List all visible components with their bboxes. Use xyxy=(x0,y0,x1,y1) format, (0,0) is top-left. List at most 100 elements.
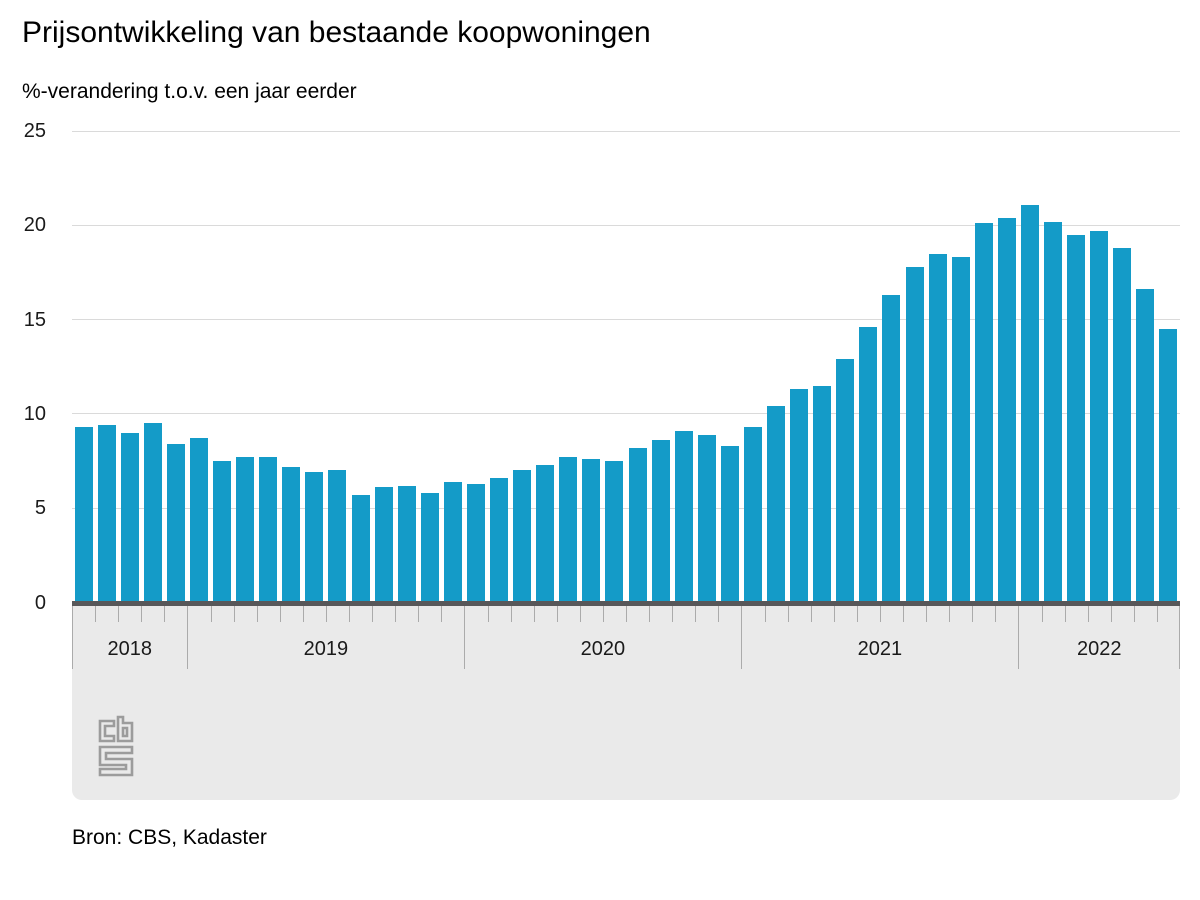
x-axis-band xyxy=(72,605,1180,800)
month-tick xyxy=(418,605,420,622)
month-tick xyxy=(626,605,627,622)
bar xyxy=(120,432,139,603)
year-label: 2018 xyxy=(107,638,152,660)
bar xyxy=(213,461,232,603)
bar xyxy=(697,434,716,603)
bar xyxy=(674,430,693,603)
bar xyxy=(143,423,162,603)
month-tick xyxy=(903,605,904,622)
gridline xyxy=(72,507,1180,509)
month-tick xyxy=(649,605,651,622)
chart-subtitle: %-verandering t.o.v. een jaar eerder xyxy=(22,80,357,103)
gridline xyxy=(72,413,1180,415)
y-axis-label: 25 xyxy=(23,120,46,142)
month-tick xyxy=(279,605,281,622)
year-label: 2019 xyxy=(303,638,349,660)
chart-title: Prijsontwikkeling van bestaande koopwoni… xyxy=(22,16,651,49)
x-axis-line xyxy=(72,600,1180,606)
month-tick xyxy=(118,605,120,622)
bar xyxy=(582,459,601,603)
y-axis-label: 0 xyxy=(34,591,46,614)
month-tick xyxy=(972,605,974,622)
bar xyxy=(882,295,901,603)
bar xyxy=(1020,204,1039,603)
month-tick xyxy=(579,605,581,622)
bar xyxy=(420,493,439,603)
year-divider xyxy=(464,605,466,669)
month-tick xyxy=(949,605,951,622)
bar xyxy=(328,470,347,603)
month-tick xyxy=(349,605,350,622)
gridline xyxy=(72,224,1180,226)
month-tick xyxy=(602,605,604,622)
month-tick xyxy=(556,605,558,622)
month-tick xyxy=(1041,605,1043,622)
bar xyxy=(790,389,809,603)
month-tick xyxy=(487,605,489,622)
month-tick xyxy=(995,605,997,622)
bar xyxy=(951,257,970,603)
month-tick xyxy=(141,605,143,622)
month-tick xyxy=(1156,605,1158,622)
bar xyxy=(1090,230,1109,603)
month-tick xyxy=(510,605,512,622)
y-axis-label: 10 xyxy=(23,402,46,425)
gridline xyxy=(72,319,1180,321)
month-tick xyxy=(718,605,720,622)
band-edge-line xyxy=(72,605,73,669)
bar xyxy=(97,425,116,603)
month-tick xyxy=(164,605,166,622)
bar xyxy=(651,440,670,603)
month-tick xyxy=(672,605,674,622)
bar xyxy=(466,483,485,603)
bar xyxy=(513,470,532,603)
bar xyxy=(189,438,208,603)
month-tick xyxy=(533,605,535,622)
bar xyxy=(282,466,301,603)
month-tick xyxy=(233,605,235,622)
bar xyxy=(236,457,255,603)
y-axis-label: 5 xyxy=(34,497,46,520)
bar xyxy=(1113,247,1132,603)
month-tick xyxy=(256,605,258,622)
month-tick xyxy=(1087,605,1089,622)
bar xyxy=(628,447,647,603)
bar xyxy=(928,253,947,603)
bar xyxy=(305,472,324,603)
month-tick xyxy=(95,605,97,622)
month-tick xyxy=(325,605,327,622)
bar xyxy=(397,485,416,603)
bar xyxy=(259,457,278,603)
month-tick xyxy=(441,605,443,622)
bar xyxy=(767,406,786,603)
gridline xyxy=(72,130,1180,132)
bar xyxy=(374,487,393,603)
month-tick xyxy=(879,605,881,622)
month-tick xyxy=(856,605,858,622)
bar xyxy=(720,445,739,603)
bar xyxy=(1159,329,1178,603)
month-tick xyxy=(302,605,304,622)
bar xyxy=(536,464,555,603)
source-text: Bron: CBS, Kadaster xyxy=(72,826,267,849)
bar xyxy=(1136,289,1155,603)
year-label: 2020 xyxy=(580,638,626,660)
bar xyxy=(1067,234,1086,603)
y-axis-label: 20 xyxy=(23,214,46,237)
bar xyxy=(743,427,762,603)
bar xyxy=(859,327,878,603)
bar xyxy=(905,266,924,603)
cbs-logo-letter-b xyxy=(116,715,134,743)
bar xyxy=(559,457,578,603)
month-tick xyxy=(395,605,397,622)
month-tick xyxy=(1133,605,1135,622)
year-divider xyxy=(741,605,743,669)
month-tick xyxy=(1064,605,1066,622)
bar xyxy=(443,481,462,603)
bar xyxy=(351,495,370,603)
year-label: 2021 xyxy=(857,638,903,660)
year-label: 2022 xyxy=(1076,638,1122,660)
year-divider xyxy=(187,605,189,669)
bar xyxy=(1044,221,1063,603)
